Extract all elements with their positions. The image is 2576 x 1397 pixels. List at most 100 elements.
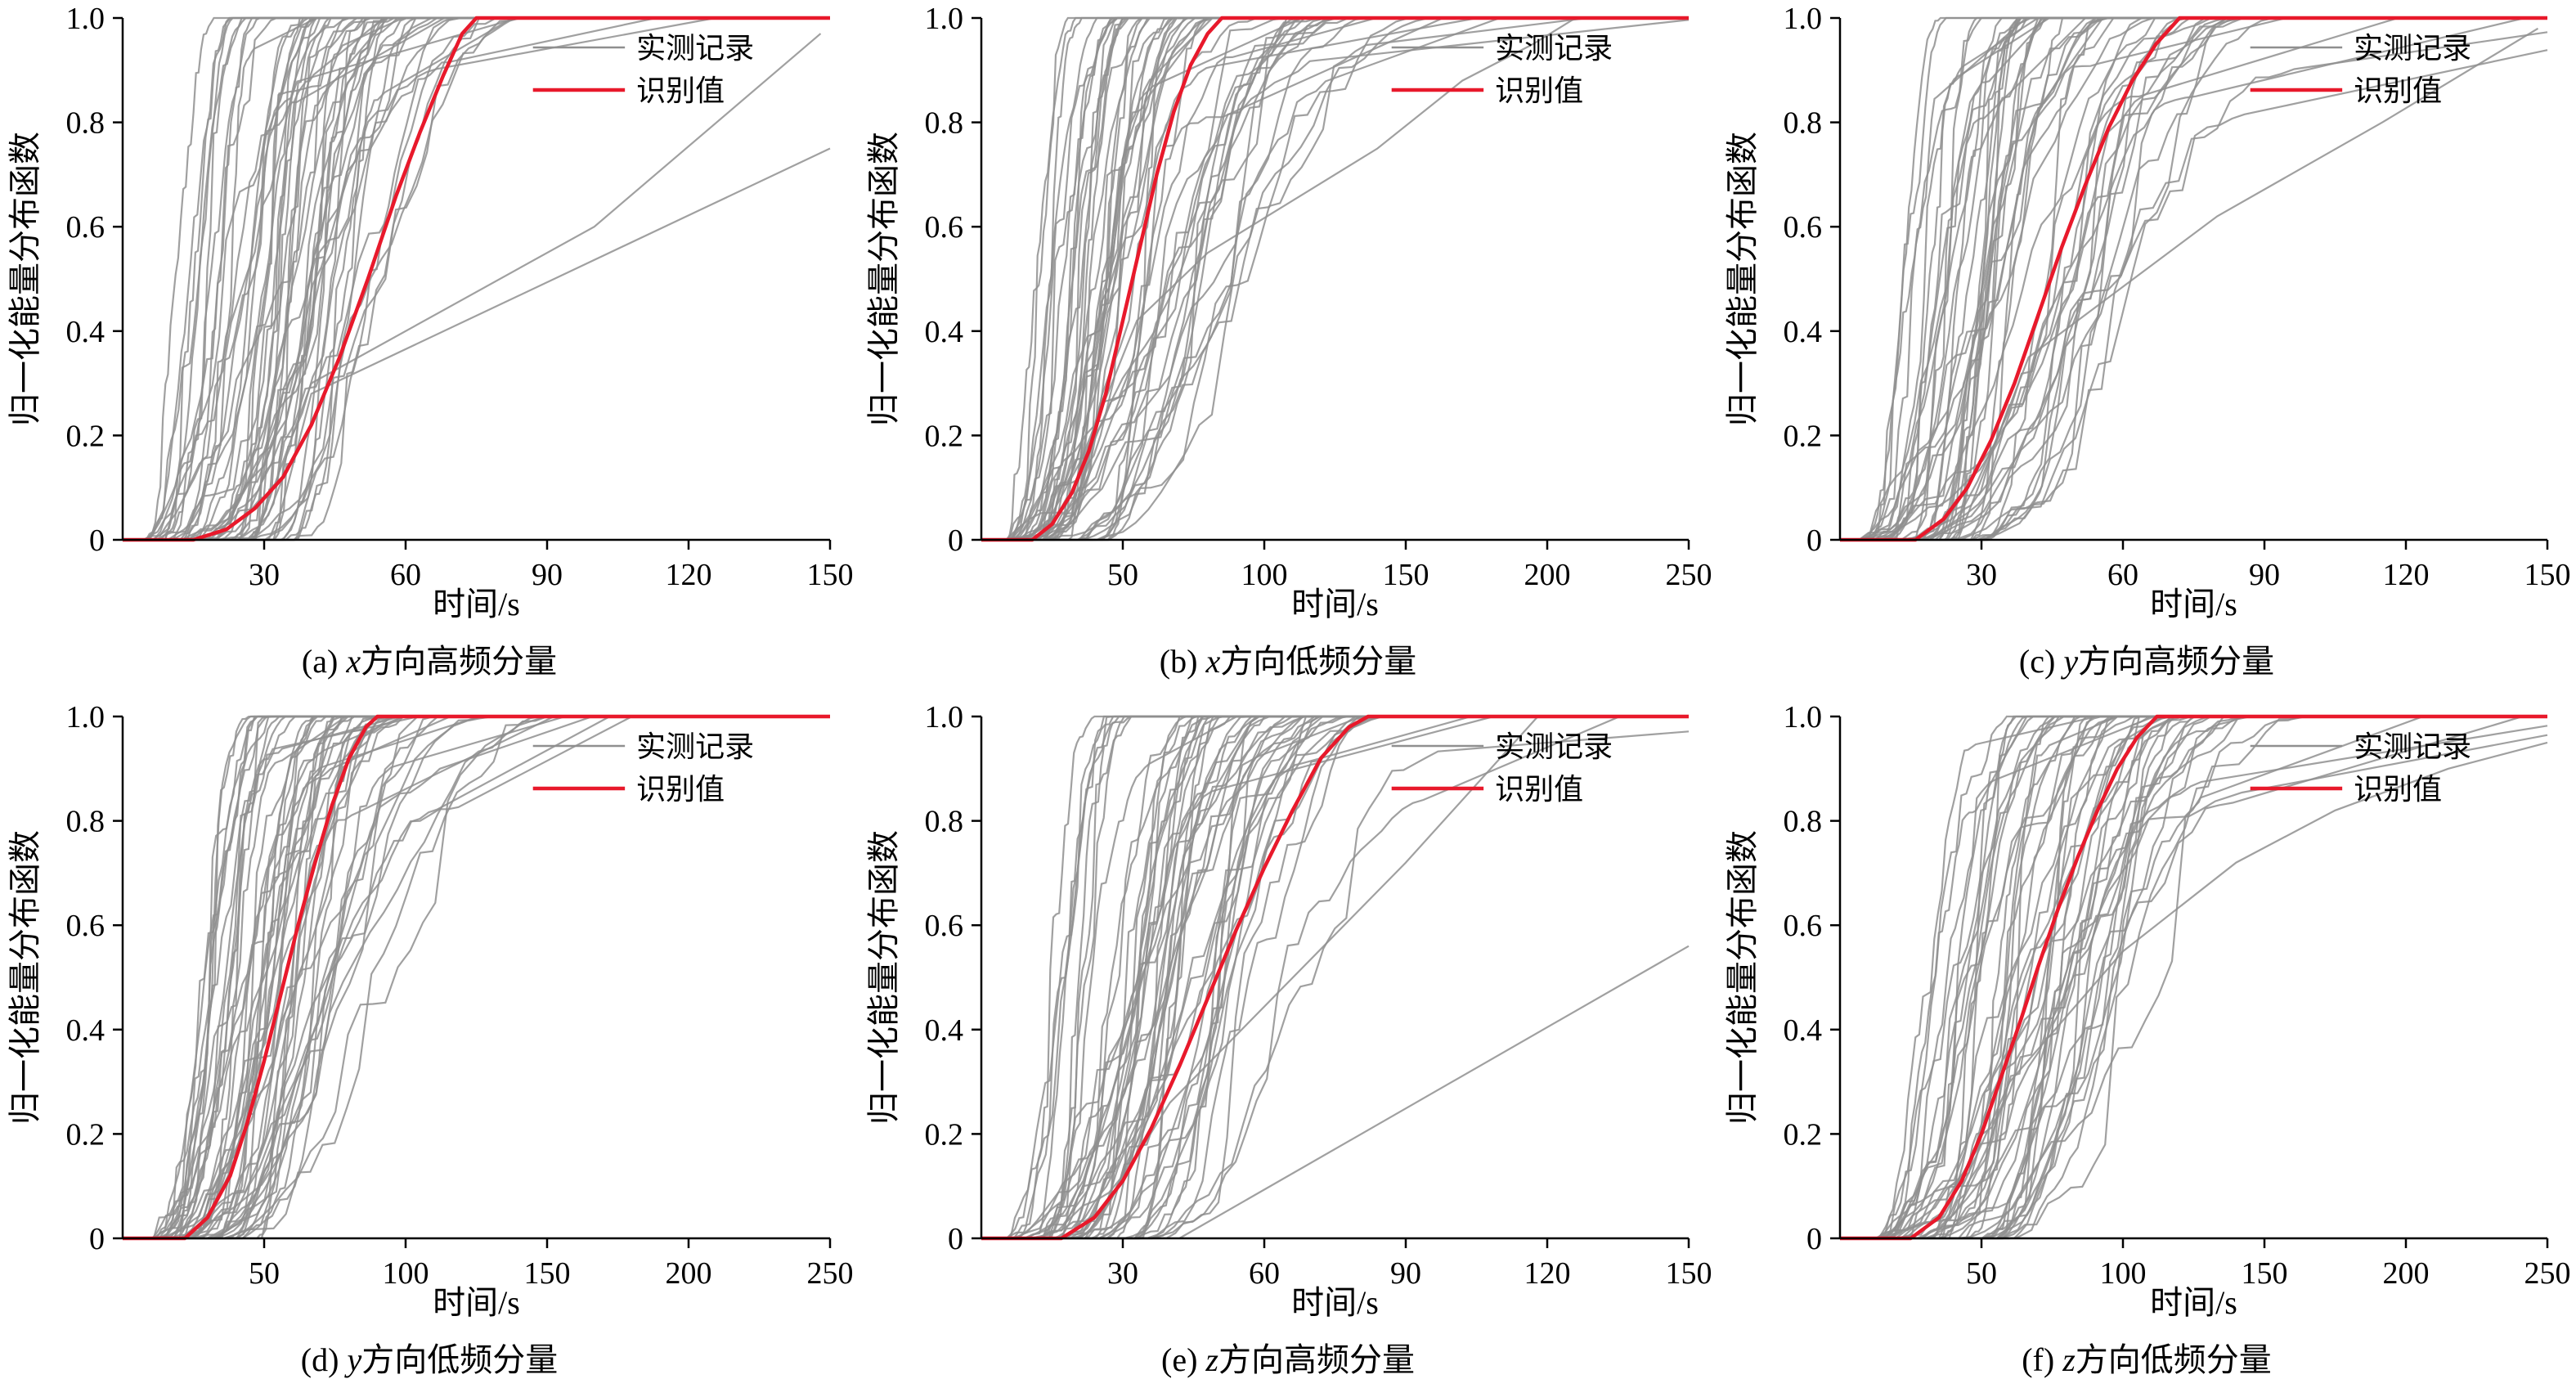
chart-f-caption: (f) z方向低频分量 — [1717, 1336, 2576, 1394]
measured-curve — [981, 715, 1689, 1240]
measured-curve — [1840, 715, 2547, 1240]
y-tick-label: 0.8 — [925, 106, 964, 141]
measured-curve — [981, 16, 1689, 541]
measured-curve — [981, 16, 1689, 541]
subplot-c: 30 60 90 120 150 0 0.2 0.4 0.6 0.8 1.0 时间/s 归一化能量分布函… — [1717, 0, 2576, 698]
measured-curve — [123, 715, 830, 1240]
measured-curve — [1840, 715, 2547, 1240]
y-tick-label: 0.4 — [66, 1013, 105, 1048]
identified-curve — [1840, 16, 2547, 542]
measured-curve — [981, 715, 1689, 1240]
x-tick-label: 50 — [1107, 558, 1138, 592]
measured-curve — [1840, 16, 2547, 541]
y-tick-label: 0.6 — [66, 909, 105, 943]
y-tick-label: 1.0 — [1784, 700, 1823, 734]
y-tick-label: 0 — [89, 523, 105, 558]
measured-curve — [123, 715, 830, 1240]
y-tick-label: 0.2 — [1784, 1117, 1823, 1152]
x-tick-label: 90 — [2249, 558, 2280, 592]
x-tick-label: 150 — [2242, 1256, 2288, 1291]
x-tick-label: 100 — [383, 1256, 429, 1291]
y-tick-label: 0 — [1806, 1222, 1822, 1256]
measured-curve — [981, 715, 1689, 1240]
measured-curve — [1840, 715, 2547, 1240]
y-tick-label: 0.6 — [1784, 210, 1823, 245]
measured-curve — [1840, 16, 2547, 541]
measured-curve — [123, 715, 830, 1240]
measured-curve — [123, 715, 830, 1240]
measured-curve — [981, 715, 1689, 1240]
measured-curve — [1840, 16, 2547, 541]
measured-curve — [123, 16, 830, 541]
x-tick-label: 120 — [1524, 1256, 1571, 1291]
measured-curve — [981, 715, 1689, 1240]
identified-curve — [981, 714, 1689, 1241]
x-tick-label: 250 — [2524, 1256, 2571, 1291]
y-tick-label: 0.4 — [1784, 315, 1823, 349]
caption-prefix: (f) — [2022, 1341, 2063, 1378]
chart-svg: 50 100 150 200 250 0 0.2 0.4 0.6 0.8 1.0 时间/s 归一化能量分… — [1724, 700, 2571, 1321]
x-tick-label: 50 — [1966, 1256, 1997, 1291]
subplot-f: 50 100 150 200 250 0 0.2 0.4 0.6 0.8 1.0 时间/s 归一化能量分… — [1717, 698, 2576, 1397]
measured-curve — [123, 16, 830, 541]
measured-curve — [981, 715, 1689, 1240]
measured-curve — [981, 16, 1689, 541]
measured-curve — [1840, 734, 2548, 1240]
subplot-d: 50 100 150 200 250 0 0.2 0.4 0.6 0.8 1.0 时间/s 归一化能量分… — [0, 698, 859, 1397]
subplot-a: 30 60 90 120 150 0 0.2 0.4 0.6 0.8 1.0 时间/s 归一化能量分布函… — [0, 0, 859, 698]
measured-curve — [981, 16, 1689, 541]
measured-curve — [1840, 715, 2547, 1240]
y-tick-label: 0.6 — [66, 210, 105, 245]
y-tick-label: 0 — [948, 523, 963, 558]
measured-curve — [981, 16, 1689, 541]
y-tick-label: 0.2 — [925, 419, 964, 453]
y-tick-label: 1.0 — [66, 2, 105, 36]
y-tick-label: 1.0 — [925, 700, 964, 734]
legend-measured-label: 实测记录 — [2354, 32, 2471, 65]
measured-curve — [981, 715, 1689, 1240]
caption-variable: y — [347, 1341, 362, 1378]
measured-curve — [1840, 715, 2547, 1240]
chart-c-canvas: 30 60 90 120 150 0 0.2 0.4 0.6 0.8 1.0 时间/s 归一化能量分布函… — [1717, 0, 2576, 638]
measured-curve — [981, 16, 1689, 541]
measured-curve — [1840, 16, 2547, 541]
measured-curves-group — [1840, 16, 2548, 541]
measured-curve — [123, 16, 830, 541]
chart-b-canvas: 50 100 150 200 250 0 0.2 0.4 0.6 0.8 1.0 时间/s 归一化能量分… — [859, 0, 1717, 638]
chart-svg: 30 60 90 120 150 0 0.2 0.4 0.6 0.8 1.0 时间/s 归一化能量分布函… — [7, 2, 854, 622]
x-axis-label: 时间/s — [1291, 586, 1379, 622]
measured-curve — [123, 16, 830, 541]
y-tick-label: 1.0 — [66, 700, 105, 734]
x-tick-label: 30 — [249, 558, 280, 592]
caption-suffix: 方向高频分量 — [1218, 1341, 1415, 1378]
caption-prefix: (b) — [1159, 643, 1206, 680]
legend-measured-label: 实测记录 — [1495, 32, 1613, 65]
measured-curve — [123, 715, 830, 1240]
measured-curve — [981, 16, 1689, 541]
measured-curve — [981, 715, 1689, 1240]
x-axis-label: 时间/s — [2150, 586, 2237, 622]
measured-curve — [1840, 16, 2547, 541]
y-tick-label: 0.6 — [925, 210, 964, 245]
measured-curves-group — [981, 16, 1690, 541]
measured-curve — [123, 16, 830, 541]
measured-curve — [123, 715, 830, 1240]
measured-curve — [1840, 16, 2547, 541]
measured-curve — [1840, 715, 2547, 1240]
x-tick-label: 200 — [1524, 558, 1571, 592]
x-tick-label: 30 — [1107, 1256, 1138, 1291]
caption-suffix: 方向高频分量 — [2078, 643, 2275, 680]
measured-curve — [123, 16, 830, 541]
chart-svg: 50 100 150 200 250 0 0.2 0.4 0.6 0.8 1.0 时间/s 归一化能量分… — [865, 2, 1712, 622]
x-tick-label: 60 — [390, 558, 421, 592]
y-tick-label: 0.8 — [66, 106, 105, 141]
caption-variable: y — [2063, 643, 2079, 680]
measured-curve — [981, 16, 1689, 541]
measured-curve — [981, 16, 1689, 541]
x-tick-label: 200 — [666, 1256, 712, 1291]
y-tick-label: 0.2 — [1784, 419, 1823, 453]
